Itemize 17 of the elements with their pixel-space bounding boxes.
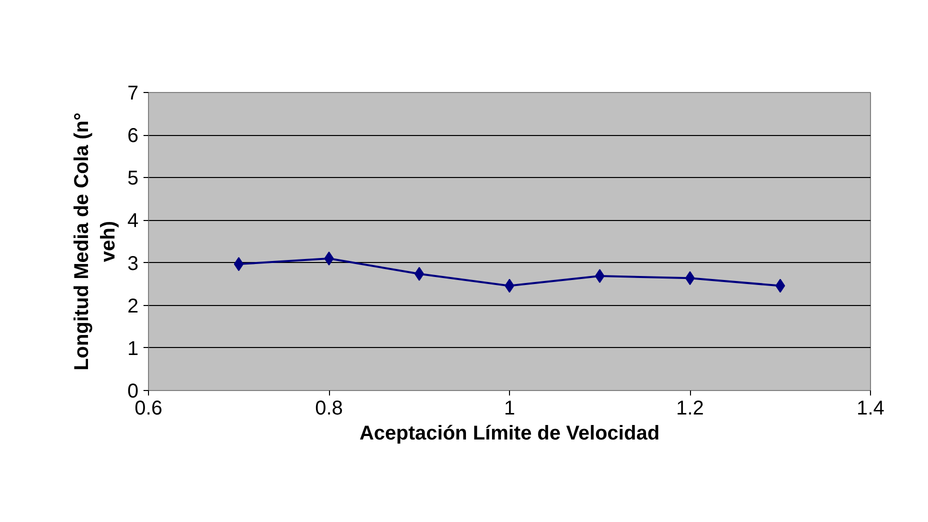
point bbox=[594, 268, 605, 283]
x-tick-label: 1.4 bbox=[856, 398, 884, 420]
point bbox=[775, 278, 786, 293]
y-tick-label: 7 bbox=[127, 82, 138, 104]
x-tick-label: 1.2 bbox=[676, 398, 704, 420]
point bbox=[414, 266, 424, 281]
y-tick-label: 3 bbox=[127, 252, 138, 275]
x-tick-label: 1 bbox=[504, 398, 516, 420]
y-tick-label: 6 bbox=[127, 125, 138, 148]
x-axis-title: Aceptación Límite de Velocidad bbox=[359, 422, 660, 444]
y-tick-label: 1 bbox=[127, 338, 138, 360]
y-tick-label: 4 bbox=[127, 210, 138, 232]
y-axis-title: Longitud Media de Cola (n° veh) bbox=[70, 112, 120, 370]
y-tick-label: 5 bbox=[127, 168, 138, 190]
x-tick-label: 0.8 bbox=[315, 398, 343, 420]
point bbox=[234, 257, 244, 272]
y-tick-label: 2 bbox=[127, 295, 138, 318]
